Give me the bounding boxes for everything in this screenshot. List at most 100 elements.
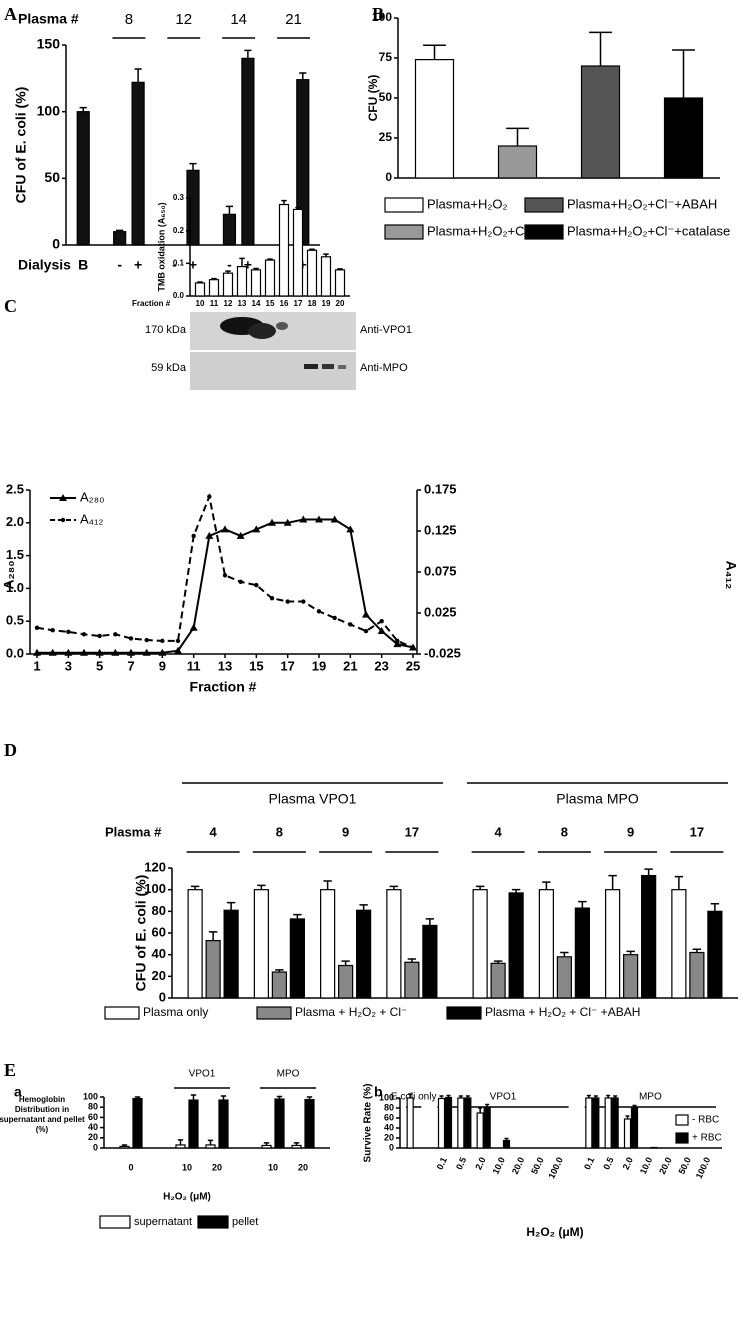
error-bar <box>359 904 368 911</box>
x-tick-label: 14 <box>252 299 261 308</box>
group-label: 14 <box>230 11 247 28</box>
legend-label: Plasma + H₂O₂ + Cl⁻ +ABAH <box>485 1005 640 1019</box>
legend-swatch <box>384 197 424 213</box>
error-bar <box>208 931 218 941</box>
bar <box>289 918 305 999</box>
error-bar <box>692 948 702 953</box>
legend-label: pellet <box>232 1216 258 1228</box>
error-bar <box>439 1095 444 1099</box>
x-tick-label: 20 <box>336 299 345 308</box>
error-bar <box>504 1137 509 1141</box>
bar <box>187 889 203 999</box>
bar <box>175 1144 186 1149</box>
bar <box>538 889 554 999</box>
marker <box>142 648 151 656</box>
error-bar <box>408 1093 413 1098</box>
error-bar <box>207 1139 214 1145</box>
y-tick-label: 60 <box>384 1112 394 1122</box>
panel-label: D <box>4 740 17 760</box>
subpanel-label: a <box>14 1084 22 1100</box>
category-title: Plasma # <box>105 824 162 839</box>
marker <box>363 628 369 634</box>
blot-marker: 59 kDa <box>151 362 187 374</box>
bar <box>605 889 621 999</box>
error-bar <box>275 969 284 972</box>
bar <box>444 1096 453 1149</box>
marker <box>221 525 229 533</box>
group-title: Plasma # <box>18 11 79 27</box>
error-bar <box>560 951 569 957</box>
marker <box>222 573 228 578</box>
x-tick-label: 0.1 <box>582 1156 596 1172</box>
x-tick-label: 8 <box>276 824 283 839</box>
x-tick-label: + <box>244 257 252 273</box>
bar <box>205 1144 216 1149</box>
bar <box>611 1097 619 1149</box>
marker <box>285 599 290 604</box>
bar <box>585 1097 593 1149</box>
bar <box>320 256 332 297</box>
legend-swatch <box>524 197 564 213</box>
y-axis-label: CFU of E. coli (%) <box>13 87 29 204</box>
error-bar <box>306 1096 313 1100</box>
marker <box>205 531 214 539</box>
series-line <box>37 518 414 654</box>
bar <box>334 269 346 297</box>
y-tick-label: 50 <box>44 169 60 185</box>
x-tick-label: 16 <box>280 299 289 308</box>
y-tick-label: 20 <box>152 968 166 983</box>
bar <box>671 889 687 999</box>
error-bar <box>578 900 587 909</box>
marker <box>252 525 261 533</box>
legend-label: Plasma + H₂O₂ + Cl⁻ <box>295 1005 407 1019</box>
bar <box>414 58 455 179</box>
y-tick-label: 40 <box>152 946 166 961</box>
bar <box>623 954 639 999</box>
y-tick-label: 2.0 <box>6 514 24 529</box>
y-tick-label: 60 <box>88 1112 98 1122</box>
bar <box>580 65 621 179</box>
y-tick-label: 75 <box>379 50 393 64</box>
error-bar <box>407 958 417 963</box>
bar <box>689 951 705 999</box>
category-title: Dialysis <box>18 257 71 273</box>
x-tick-label: 50.0 <box>529 1156 545 1176</box>
x-tick-label: 17 <box>405 824 419 839</box>
bar <box>556 956 572 999</box>
marker <box>393 640 402 648</box>
marker <box>189 623 198 631</box>
blot-band <box>338 365 346 369</box>
x-tick-label: + <box>189 257 197 273</box>
bar <box>623 1118 632 1149</box>
x-tick-label: 9 <box>159 658 166 673</box>
error-bar <box>423 44 446 60</box>
marker <box>33 648 41 656</box>
error-bar <box>446 1094 451 1098</box>
blot-mpo <box>190 352 356 390</box>
x-tick-label: - <box>172 257 177 273</box>
bar <box>707 910 723 999</box>
x-tick-label: 10.0 <box>638 1156 654 1176</box>
marker <box>66 629 71 635</box>
error-bar <box>189 162 197 171</box>
group-label: E.coli only <box>391 1092 437 1103</box>
error-bar <box>281 199 287 205</box>
bar <box>476 1112 484 1149</box>
bar <box>236 266 248 297</box>
x-tick-label: 20.0 <box>510 1156 526 1176</box>
error-bar <box>225 205 234 215</box>
y-tick-label: 100 <box>144 881 166 896</box>
panel-label: B <box>372 4 384 24</box>
bar <box>386 889 402 999</box>
error-bar <box>293 913 302 919</box>
x-tick-label: + <box>134 257 142 273</box>
y-tick-label: 20 <box>384 1132 394 1142</box>
y-tick-label: 150 <box>37 36 61 52</box>
x-tick-label: 19 <box>322 299 331 308</box>
legend-swatch <box>384 224 424 240</box>
x-tick-label: 1 <box>33 658 40 673</box>
y-tick-label: 0.025 <box>424 604 457 619</box>
bar <box>641 874 657 999</box>
x-tick-label: 10 <box>268 1162 278 1172</box>
x-tick-label: 8 <box>561 824 568 839</box>
